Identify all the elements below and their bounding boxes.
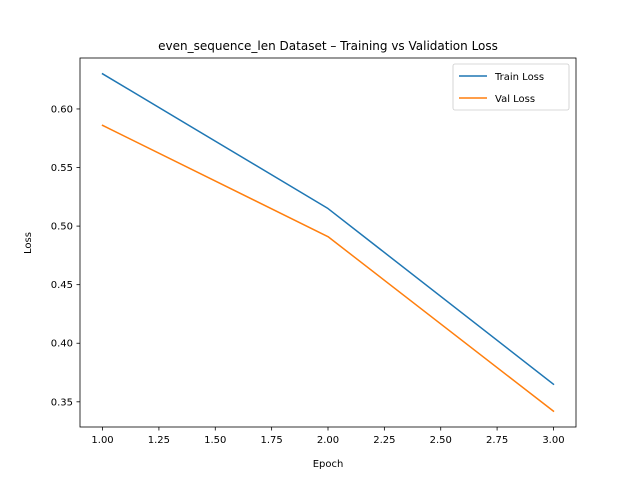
x-tick-label: 1.50 (204, 435, 226, 446)
y-axis: 0.35 0.40 0.45 0.50 0.55 0.60 (51, 104, 80, 408)
legend-label: Val Loss (495, 94, 535, 105)
y-tick-label: 0.55 (51, 163, 73, 174)
series-line-val-loss (101, 124, 555, 413)
legend: Train Loss Val Loss (452, 63, 570, 111)
x-tick-label: 2.75 (486, 435, 508, 446)
series-line-train-loss (101, 72, 555, 386)
x-tick-label: 3.00 (542, 435, 564, 446)
y-tick-label: 0.45 (51, 280, 73, 291)
x-tick-label: 2.00 (317, 435, 339, 446)
x-axis-title: Epoch (313, 459, 344, 470)
legend-label: Train Loss (494, 72, 544, 83)
y-tick-label: 0.40 (51, 339, 73, 350)
x-tick-label: 1.75 (261, 435, 283, 446)
x-tick-label: 1.25 (148, 435, 170, 446)
x-axis: 1.00 1.25 1.50 1.75 2.00 2.25 2.50 2.75 3.00 (91, 427, 565, 446)
x-tick-label: 1.00 (91, 435, 113, 446)
x-tick-label: 2.50 (430, 435, 452, 446)
plot-lines (101, 72, 555, 413)
y-axis-title: Loss (23, 232, 34, 254)
chart-title: even_sequence_len Dataset – Training vs … (158, 39, 498, 53)
y-tick-label: 0.60 (51, 104, 73, 115)
y-tick-label: 0.35 (51, 397, 73, 408)
y-tick-label: 0.50 (51, 222, 73, 233)
x-tick-label: 2.25 (373, 435, 395, 446)
